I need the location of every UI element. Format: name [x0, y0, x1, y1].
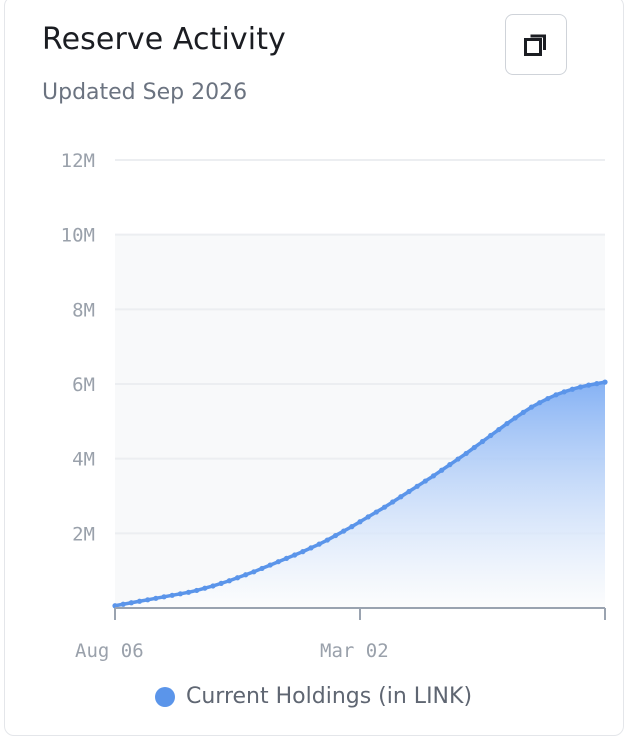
- data-point: [471, 444, 477, 451]
- copy-button[interactable]: [505, 14, 567, 75]
- x-tick-label: Aug 06: [75, 640, 144, 662]
- data-point: [537, 400, 543, 406]
- data-point: [439, 467, 445, 473]
- data-point: [406, 488, 412, 495]
- data-point: [341, 528, 347, 534]
- data-point: [422, 478, 428, 484]
- data-point: [545, 395, 551, 402]
- data-point: [447, 462, 453, 468]
- chart-subtitle: Updated Sep 2026: [42, 80, 248, 105]
- copy-icon: [524, 34, 546, 56]
- data-point: [177, 591, 183, 597]
- data-point: [357, 519, 363, 525]
- data-point: [488, 432, 494, 439]
- chart-title: Reserve Activity: [42, 22, 286, 57]
- data-point: [496, 426, 502, 433]
- data-point: [308, 545, 314, 551]
- data-point: [553, 392, 559, 398]
- data-point: [185, 589, 192, 595]
- data-point: [381, 504, 388, 510]
- data-point: [390, 499, 396, 505]
- data-point: [120, 601, 126, 607]
- data-point: [398, 494, 404, 500]
- data-point: [226, 578, 232, 584]
- data-point: [373, 509, 379, 515]
- data-point: [128, 600, 134, 606]
- y-tick-label: 6M: [72, 374, 95, 396]
- data-point: [479, 438, 486, 445]
- data-point: [332, 532, 339, 539]
- data-point: [234, 575, 241, 581]
- data-point: [283, 555, 290, 561]
- legend-label: Current Holdings (in LINK): [186, 684, 473, 709]
- data-point: [218, 580, 224, 586]
- data-point: [259, 565, 265, 572]
- data-point: [586, 382, 592, 388]
- data-point: [316, 541, 322, 547]
- data-point: [463, 450, 469, 457]
- data-point: [210, 583, 216, 589]
- data-point: [275, 559, 281, 565]
- legend-swatch: [155, 686, 175, 707]
- data-point: [136, 598, 143, 604]
- data-point: [594, 381, 600, 387]
- data-point: [349, 524, 355, 530]
- y-tick-label: 4M: [72, 449, 95, 471]
- data-point: [569, 386, 575, 392]
- data-point: [504, 420, 510, 427]
- data-point: [520, 409, 526, 415]
- data-point: [161, 594, 167, 600]
- data-point: [169, 592, 175, 598]
- data-point: [267, 562, 273, 568]
- data-point: [194, 587, 200, 594]
- series-area: [115, 382, 605, 608]
- data-point: [602, 379, 608, 385]
- chart-area: 2M 4M 6M 8M 10M 12M Aug 06 Mar 02: [61, 150, 608, 662]
- y-tick-label: 8M: [72, 299, 95, 321]
- data-point: [577, 384, 584, 390]
- data-point: [145, 597, 151, 603]
- y-tick-label: 2M: [72, 523, 95, 545]
- y-tick-label: 12M: [61, 150, 95, 172]
- data-point: [455, 456, 461, 462]
- data-point: [292, 552, 298, 558]
- data-point: [324, 537, 330, 543]
- data-point: [251, 569, 257, 575]
- data-point: [561, 389, 567, 395]
- y-tick-label: 10M: [61, 225, 95, 247]
- data-point: [512, 415, 518, 421]
- data-point: [243, 572, 249, 578]
- data-point: [414, 483, 420, 489]
- x-tick-label: Mar 02: [320, 640, 389, 662]
- data-point: [528, 404, 535, 410]
- legend: Current Holdings (in LINK): [155, 684, 472, 709]
- data-point: [430, 473, 437, 479]
- data-point: [153, 595, 159, 601]
- data-point: [365, 514, 371, 520]
- data-point: [202, 585, 208, 591]
- data-point: [300, 549, 306, 555]
